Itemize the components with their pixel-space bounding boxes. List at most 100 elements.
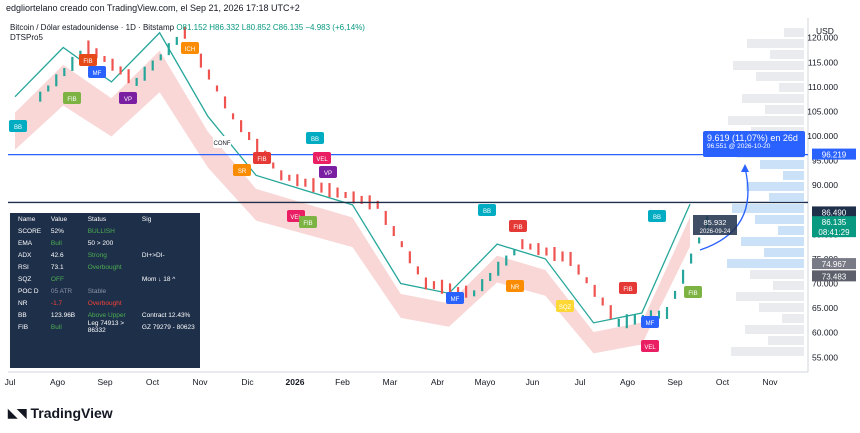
candle bbox=[352, 191, 355, 204]
candle bbox=[87, 40, 90, 55]
volume-profile-bar bbox=[769, 193, 804, 202]
volume-profile-bar bbox=[779, 83, 804, 92]
candle bbox=[416, 266, 419, 275]
low-value: 80.852 bbox=[246, 23, 271, 32]
table-row: POC D 05 ATR Stable bbox=[10, 285, 200, 297]
table-row: FIB Bull Leg 74913 > 86332 GZ 79279 - 80623 bbox=[10, 320, 200, 334]
y-tick-label: 110.000 bbox=[808, 82, 838, 92]
candle bbox=[183, 26, 186, 39]
candle bbox=[569, 251, 572, 266]
current-price-box-date: 2026-09-24 bbox=[700, 229, 731, 235]
signal-label bbox=[619, 282, 637, 294]
table-cell: 123.96B bbox=[50, 311, 76, 319]
volume-profile-bar bbox=[778, 226, 804, 235]
candle bbox=[690, 253, 693, 264]
signal-label bbox=[181, 42, 199, 54]
ribbon-band bbox=[15, 50, 690, 354]
table-header-cell: Value bbox=[50, 215, 68, 223]
candle bbox=[481, 279, 484, 292]
candle bbox=[384, 210, 387, 225]
signal-label-text: VEL bbox=[644, 345, 656, 351]
signal-label-text: VP bbox=[124, 97, 132, 103]
volume-profile-bar bbox=[746, 182, 804, 191]
candle bbox=[593, 284, 596, 297]
table-cell: SQZ bbox=[18, 275, 32, 283]
volume-profile-bar bbox=[783, 171, 804, 180]
signal-label-text: BB bbox=[653, 215, 661, 221]
signal-label-text: CONF bbox=[214, 141, 231, 147]
signal-label bbox=[648, 210, 666, 222]
signal-label bbox=[509, 220, 527, 232]
candle bbox=[408, 251, 411, 264]
x-tick-label: Ago bbox=[620, 377, 635, 387]
table-cell: Bull bbox=[50, 323, 62, 331]
author-line: edgliortelano creado con TradingView.com… bbox=[6, 3, 300, 13]
y-tick-label: 100.000 bbox=[807, 131, 838, 141]
candle bbox=[432, 281, 436, 290]
signal-label bbox=[79, 54, 97, 66]
candle bbox=[336, 187, 339, 198]
signal-label bbox=[299, 216, 317, 228]
candle bbox=[199, 53, 203, 68]
y-tick-label: 120.000 bbox=[807, 33, 838, 43]
candle bbox=[231, 113, 235, 120]
y-tick-label: 95.000 bbox=[812, 156, 838, 166]
y-tick-label: 90.000 bbox=[812, 180, 838, 190]
candle bbox=[47, 85, 50, 92]
signal-label bbox=[478, 204, 496, 216]
candle bbox=[698, 237, 701, 244]
signal-label bbox=[233, 164, 251, 176]
table-row: ADX 42.6 Strong DI+>DI- bbox=[10, 249, 200, 261]
y-axis-tag bbox=[812, 270, 856, 282]
candle bbox=[344, 192, 347, 198]
signal-label-text: VP bbox=[324, 171, 332, 177]
table-cell: POC D bbox=[18, 287, 39, 295]
volume-profile-bar bbox=[756, 72, 804, 81]
projection-main: 9.619 (11,07%) en 26d bbox=[707, 133, 798, 143]
candle bbox=[473, 290, 476, 297]
table-cell: OFF bbox=[50, 275, 64, 283]
y-tick-label: 70.000 bbox=[812, 279, 838, 289]
projection-box: 9.619 (11,07%) en 26d 96.551 @ 2026-10-2… bbox=[703, 131, 805, 157]
close-value: 86.135 bbox=[278, 23, 304, 32]
candle bbox=[585, 277, 588, 284]
candle bbox=[505, 255, 508, 266]
candle bbox=[103, 55, 106, 62]
candle bbox=[521, 239, 524, 250]
signal-label bbox=[88, 66, 106, 78]
y-axis-tag bbox=[812, 216, 856, 228]
volume-profile-bar bbox=[731, 347, 804, 356]
y-axis-tag-text: 73.483 bbox=[822, 272, 847, 281]
change-value: −4.983 (+6,14%) bbox=[305, 23, 365, 32]
signal-label bbox=[213, 136, 231, 148]
current-price-box-value: 85.932 bbox=[704, 218, 727, 227]
candle bbox=[296, 174, 299, 187]
table-cell: Contract 12.43% bbox=[141, 311, 191, 319]
signal-label bbox=[119, 92, 137, 104]
signal-label-text: FIB bbox=[83, 59, 92, 65]
y-axis-tag-text: 74.967 bbox=[822, 260, 847, 269]
table-header-cell: Sig bbox=[141, 215, 152, 223]
signal-label-text: FIB bbox=[257, 157, 266, 163]
candle bbox=[360, 195, 363, 204]
candle bbox=[175, 36, 178, 45]
tradingview-logo[interactable]: ◣◥ TradingView bbox=[8, 405, 113, 421]
x-tick-label: Ago bbox=[50, 377, 65, 387]
signal-label-text: FIB bbox=[513, 225, 522, 231]
candle bbox=[665, 307, 669, 319]
high-label: H bbox=[209, 23, 216, 32]
volume-profile-bar bbox=[784, 28, 804, 37]
candle bbox=[256, 138, 259, 153]
table-row: EMA Bull 50 > 200 bbox=[10, 237, 200, 249]
candle bbox=[312, 178, 315, 193]
table-cell: SCORE bbox=[18, 227, 42, 235]
x-tick-label: Jul bbox=[575, 377, 586, 387]
volume-profile-bar bbox=[770, 50, 804, 59]
candle bbox=[135, 77, 138, 86]
candle bbox=[392, 226, 395, 237]
table-cell: Strong bbox=[87, 251, 107, 259]
volume-profile-bar bbox=[727, 259, 804, 268]
candle bbox=[545, 247, 548, 256]
table-cell: Leg 74913 > 86332 bbox=[87, 320, 125, 334]
y-tick-label: 65.000 bbox=[812, 303, 838, 313]
